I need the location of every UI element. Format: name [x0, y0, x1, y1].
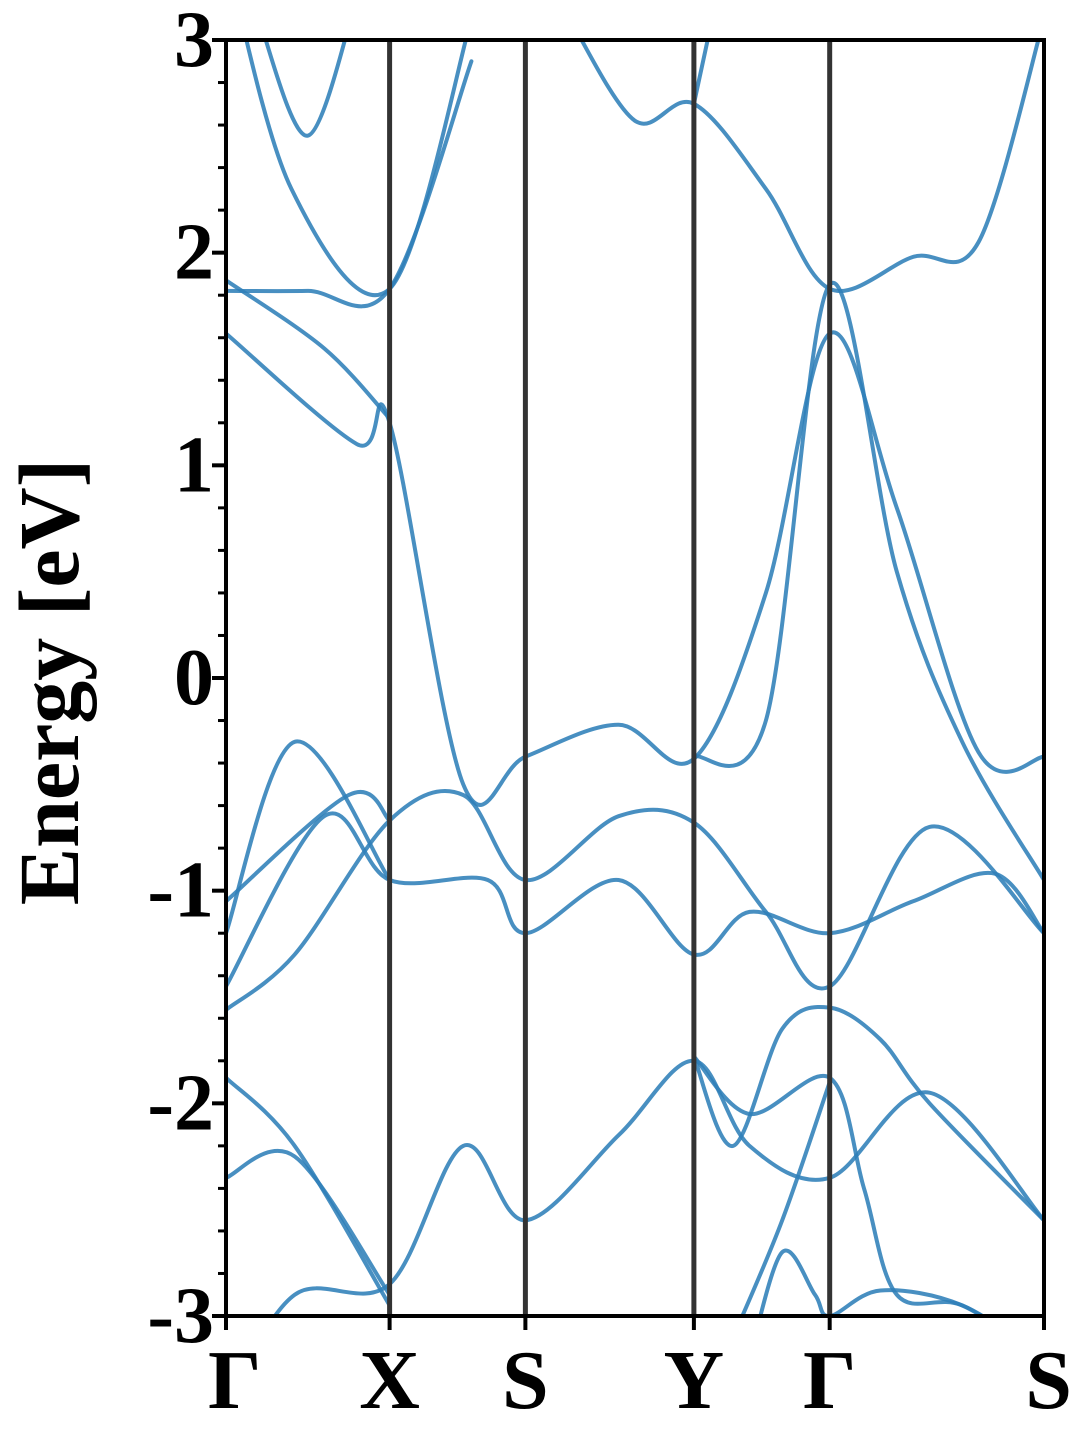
band-line-18: [740, 1080, 832, 1316]
band-line-8: [226, 330, 1044, 807]
band-line-11: [244, 40, 468, 298]
xtick-label: X: [359, 1334, 420, 1427]
band-line-5: [226, 811, 1044, 989]
ytick-label: -1: [147, 847, 214, 935]
band-line-2: [226, 1148, 392, 1297]
band-line-10: [226, 278, 392, 421]
high-symmetry-lines: [387, 40, 833, 1316]
ytick-label: 0: [174, 634, 214, 722]
plot-frame: [224, 38, 1046, 1318]
band-line-13: [579, 40, 1041, 293]
band-line-14: [691, 40, 710, 106]
band-line-12: [263, 40, 347, 138]
band-line-1: [272, 1058, 1044, 1316]
ytick-label: 3: [174, 0, 214, 84]
xtick-label: Γ: [803, 1334, 856, 1427]
y-axis-ticks: 3 2 1 0 -1 -2 -3: [147, 0, 226, 1360]
band-line-6: [226, 739, 392, 936]
xtick-label: Γ: [208, 1334, 261, 1427]
ytick-label: 1: [174, 421, 214, 509]
band-line-19: [758, 1248, 987, 1316]
ytick-label: -3: [147, 1272, 214, 1360]
band-line-7: [226, 790, 392, 904]
band-line-9: [226, 59, 474, 309]
band-line-15: [691, 280, 1044, 882]
ytick-label: 2: [174, 209, 214, 297]
xtick-label: S: [1025, 1334, 1072, 1427]
ytick-label: -2: [147, 1059, 214, 1147]
band-line-17: [691, 1054, 986, 1316]
xtick-label: Y: [664, 1334, 725, 1427]
xtick-label: S: [502, 1334, 549, 1427]
y-axis-label: Energy [eV]: [1, 459, 97, 906]
band-lines: [226, 40, 1044, 1316]
band-line-3: [226, 1075, 392, 1308]
